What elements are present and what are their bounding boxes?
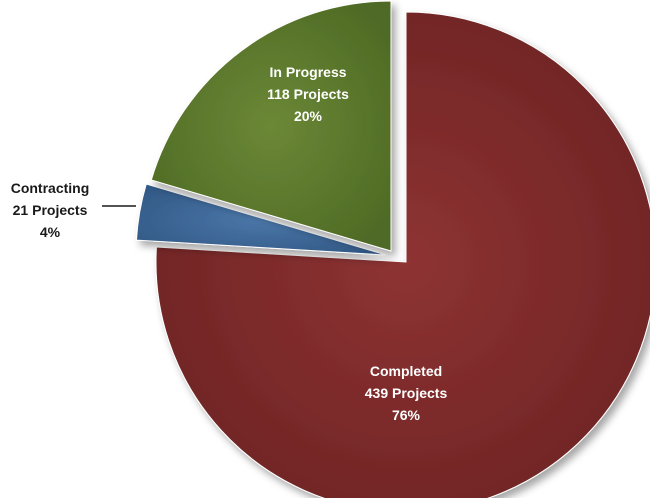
slice-completed-count-text: 439 Projects xyxy=(365,385,448,401)
slice-completed-pct-text: 76% xyxy=(392,407,421,423)
slice-label-contracting: Contracting 21 Projects 4% xyxy=(11,180,90,240)
slice-contracting-pct-text: 4% xyxy=(40,224,61,240)
slice-contracting-count-text: 21 Projects xyxy=(13,202,88,218)
slice-contracting-label: Contracting xyxy=(11,180,90,196)
slice-label-completed: Completed 439 Projects 76% xyxy=(365,363,448,423)
slice-in-progress-count-text: 118 Projects xyxy=(267,86,349,102)
pie-slice-in-progress xyxy=(150,0,392,252)
pie-slice-contracting xyxy=(135,183,387,256)
slice-in-progress-label: In Progress xyxy=(269,64,346,80)
pie-slice-completed xyxy=(155,11,650,498)
slice-label-in-progress: In Progress 118 Projects 20% xyxy=(267,64,349,124)
slice-completed-label: Completed xyxy=(370,363,442,379)
slice-in-progress-pct-text: 20% xyxy=(294,108,323,124)
